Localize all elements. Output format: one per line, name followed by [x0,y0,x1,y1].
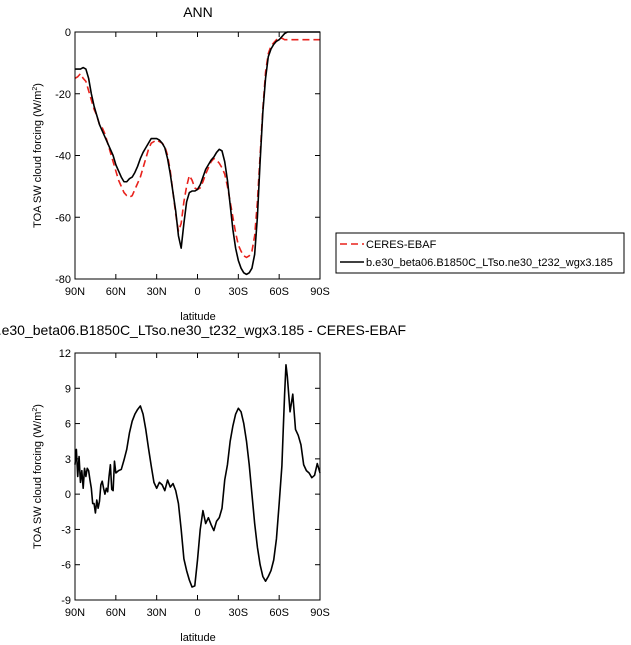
bottom-series-line-0 [74,363,321,588]
bottom-y-tick-label: 12 [59,348,71,360]
top-x-tick-label: 0 [194,286,200,298]
top-y-tick-label: -20 [55,89,71,101]
bottom-y-axis-label-main: TOA SW cloud forcing (W/m [32,412,44,549]
bottom-x-axis: 90N 60N 30N 0 30S 60S 90S [65,353,330,619]
bottom-y-tick-label: 6 [65,419,71,431]
top-y-tick-label: 0 [65,27,71,39]
top-x-tick-label: 90S [310,286,330,298]
bottom-x-tick-label: 0 [194,607,200,619]
bottom-x-tick-label: 90S [310,607,330,619]
top-series-line-0 [74,37,320,259]
bottom-x-tick-label: 30S [229,607,249,619]
bottom-y-axis-label-sup: 2 [32,408,39,412]
bottom-y-tick-label: 3 [65,454,71,466]
top-x-tick-label: 60S [269,286,289,298]
top-x-tick-label: 30S [229,286,249,298]
bottom-series-group [74,363,321,588]
bottom-y-axis: 12 9 6 3 0 -3 -6 -9 [59,348,320,607]
top-plot-frame [74,31,321,280]
top-series-group [74,31,320,276]
top-y-axis-label: TOA SW cloud forcing (W/m2) [32,83,44,228]
bottom-chart: b.e30_beta06.B1850C_LTso.ne30_t232_wgx3.… [0,322,406,644]
legend-label-ceres: CERES-EBAF [366,239,437,251]
bottom-x-axis-label: latitude [180,632,215,644]
top-y-tick-label: -80 [55,274,71,286]
bottom-y-axis-label: TOA SW cloud forcing (W/m2) [32,404,44,549]
bottom-y-tick-label: 9 [65,383,71,395]
top-series-line-1 [75,31,320,276]
bottom-x-tick-label: 60S [269,607,289,619]
bottom-chart-title: b.e30_beta06.B1850C_LTso.ne30_t232_wgx3.… [0,322,406,338]
top-y-axis: 0 -20 -40 -60 -80 [55,27,320,286]
top-x-tick-label: 60N [106,286,126,298]
top-x-axis: 90N 60N 30N 0 30S 60S 90S [65,32,330,298]
top-chart-title: ANN [183,4,213,20]
top-x-tick-label: 30N [147,286,167,298]
bottom-y-tick-label: -9 [61,595,71,607]
legend-box [335,232,625,274]
bottom-x-tick-label: 90N [65,607,85,619]
top-y-axis-label-close: ) [32,83,44,87]
top-y-tick-label: -60 [55,212,71,224]
bottom-y-axis-label-close: ) [32,404,44,408]
bottom-x-tick-label: 30N [147,607,167,619]
top-y-axis-label-main: TOA SW cloud forcing (W/m [32,91,44,228]
top-x-axis-label: latitude [180,311,215,323]
bottom-y-tick-label: -3 [61,524,71,536]
bottom-plot-frame [74,352,321,601]
bottom-y-tick-label: 0 [65,489,71,501]
legend-label-model: b.e30_beta06.B1850C_LTso.ne30_t232_wgx3.… [366,257,613,269]
bottom-x-tick-label: 60N [106,607,126,619]
legend: CERES-EBAF b.e30_beta06.B1850C_LTso.ne30… [335,232,625,274]
top-chart: ANN 0 -20 -40 -60 -80 90N 60N 30N 0 30S 60S 90S la… [32,4,625,323]
top-y-axis-label-sup: 2 [32,87,39,91]
bottom-y-tick-label: -6 [61,560,71,572]
top-x-tick-label: 90N [65,286,85,298]
top-y-tick-label: -40 [55,151,71,163]
